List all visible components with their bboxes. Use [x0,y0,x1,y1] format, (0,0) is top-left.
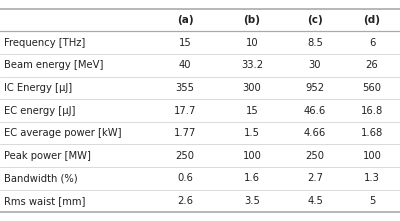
Text: 4.5: 4.5 [307,196,323,206]
Text: 100: 100 [362,151,382,161]
Text: (b): (b) [244,15,260,25]
Text: 17.7: 17.7 [174,105,196,116]
Text: Frequency [THz]: Frequency [THz] [4,38,85,48]
Text: (c): (c) [307,15,323,25]
Text: 2.7: 2.7 [307,173,323,183]
Text: 3.5: 3.5 [244,196,260,206]
Text: 250: 250 [176,151,194,161]
Text: 2.6: 2.6 [177,196,193,206]
Text: 15: 15 [246,105,258,116]
Text: 1.77: 1.77 [174,128,196,138]
Text: 15: 15 [179,38,191,48]
Text: 1.6: 1.6 [244,173,260,183]
Text: 30: 30 [309,60,321,70]
Text: 952: 952 [306,83,324,93]
Text: EC energy [μJ]: EC energy [μJ] [4,105,75,116]
Text: 560: 560 [362,83,382,93]
Text: 10: 10 [246,38,258,48]
Text: Beam energy [MeV]: Beam energy [MeV] [4,60,103,70]
Text: 1.68: 1.68 [361,128,383,138]
Text: Rms waist [mm]: Rms waist [mm] [4,196,85,206]
Text: EC average power [kW]: EC average power [kW] [4,128,122,138]
Text: 26: 26 [366,60,378,70]
Text: 1.5: 1.5 [244,128,260,138]
Text: 33.2: 33.2 [241,60,263,70]
Text: 40: 40 [179,60,191,70]
Text: 46.6: 46.6 [304,105,326,116]
Text: 1.3: 1.3 [364,173,380,183]
Text: Bandwidth (%): Bandwidth (%) [4,173,78,183]
Text: Peak power [MW]: Peak power [MW] [4,151,91,161]
Text: 16.8: 16.8 [361,105,383,116]
Text: 355: 355 [176,83,194,93]
Text: IC Energy [μJ]: IC Energy [μJ] [4,83,72,93]
Text: (d): (d) [364,15,380,25]
Text: 8.5: 8.5 [307,38,323,48]
Text: 300: 300 [243,83,261,93]
Text: 0.6: 0.6 [177,173,193,183]
Text: 6: 6 [369,38,375,48]
Text: 100: 100 [242,151,262,161]
Text: (a): (a) [177,15,193,25]
Text: 5: 5 [369,196,375,206]
Text: 250: 250 [306,151,324,161]
Text: 4.66: 4.66 [304,128,326,138]
